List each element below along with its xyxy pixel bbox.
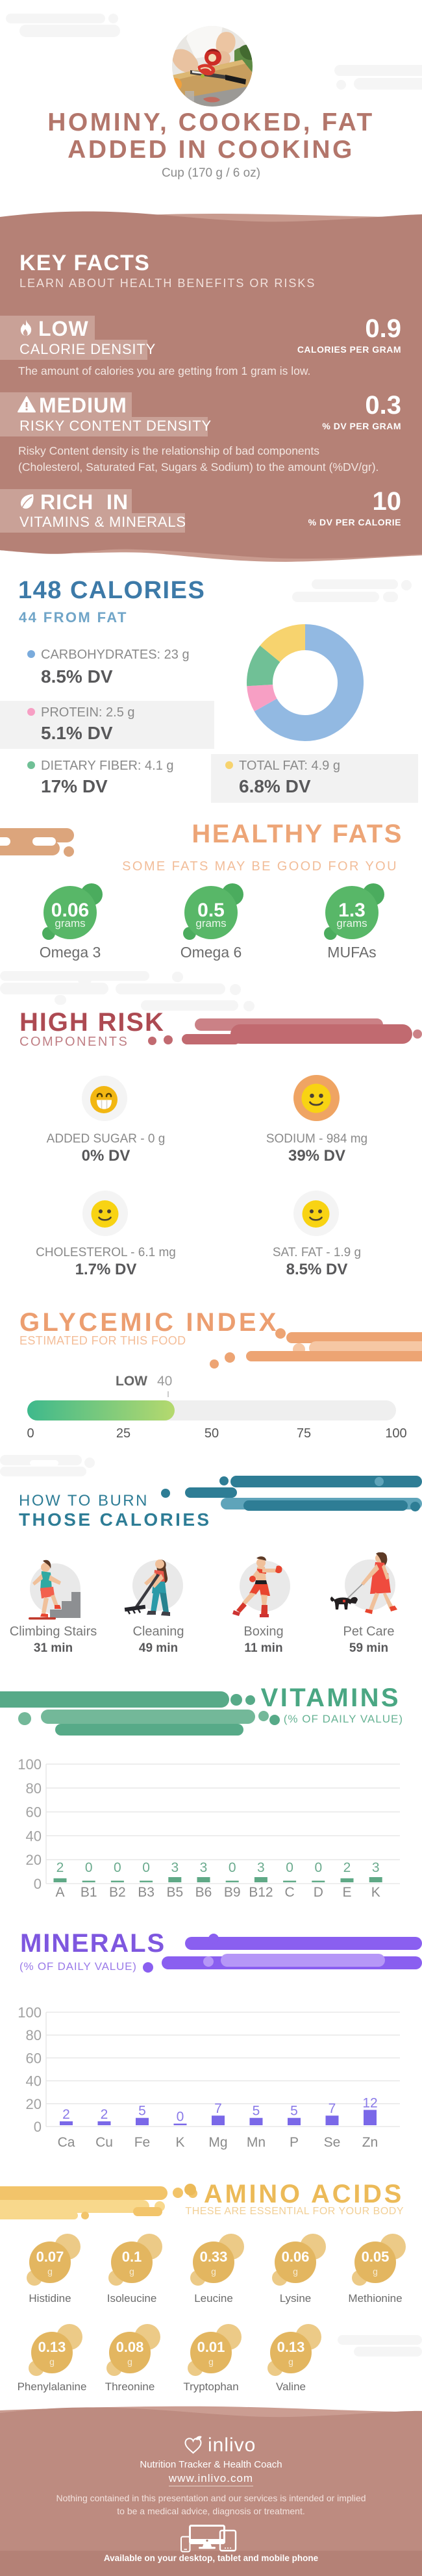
- svg-text:g: g: [127, 2356, 132, 2367]
- svg-text:B1: B1: [81, 1885, 97, 1900]
- svg-text:5: 5: [138, 2104, 146, 2119]
- svg-text:E: E: [342, 1885, 351, 1900]
- svg-text:Fe: Fe: [134, 2135, 151, 2150]
- svg-text:Mg: Mg: [208, 2135, 227, 2150]
- svg-text:0.1: 0.1: [122, 2249, 142, 2265]
- svg-text:0: 0: [286, 1860, 293, 1875]
- svg-text:0.13: 0.13: [38, 2339, 66, 2355]
- svg-text:3: 3: [171, 1860, 179, 1875]
- svg-text:Tryptophan: Tryptophan: [183, 2380, 238, 2393]
- svg-text:D: D: [314, 1885, 323, 1900]
- svg-text:Mn: Mn: [247, 2135, 266, 2150]
- svg-text:80: 80: [26, 2027, 42, 2043]
- svg-text:7: 7: [214, 2101, 222, 2116]
- svg-text:C: C: [285, 1885, 295, 1900]
- svg-text:0.05: 0.05: [362, 2249, 390, 2265]
- svg-text:3: 3: [372, 1860, 380, 1875]
- svg-text:g: g: [49, 2356, 55, 2367]
- svg-text:100: 100: [18, 2004, 42, 2021]
- svg-text:Threonine: Threonine: [105, 2380, 155, 2393]
- svg-text:B2: B2: [109, 1885, 126, 1900]
- svg-text:0.07: 0.07: [36, 2249, 64, 2265]
- svg-text:40: 40: [26, 1828, 42, 1844]
- svg-text:0: 0: [114, 1860, 121, 1875]
- svg-text:Ca: Ca: [58, 2135, 75, 2150]
- svg-text:B5: B5: [166, 1885, 183, 1900]
- svg-text:3: 3: [257, 1860, 265, 1875]
- svg-text:Cu: Cu: [95, 2135, 113, 2150]
- svg-text:Lysine: Lysine: [280, 2292, 312, 2305]
- svg-text:0: 0: [314, 1860, 322, 1875]
- svg-text:7: 7: [329, 2101, 336, 2116]
- svg-text:0.01: 0.01: [197, 2339, 225, 2355]
- svg-text:100: 100: [18, 1756, 42, 1773]
- svg-text:60: 60: [26, 1804, 42, 1821]
- svg-text:K: K: [175, 2135, 184, 2150]
- svg-text:0.13: 0.13: [277, 2339, 305, 2355]
- svg-text:0: 0: [34, 1876, 42, 1892]
- svg-text:2: 2: [101, 2107, 108, 2122]
- svg-text:80: 80: [26, 1780, 42, 1797]
- svg-text:Zn: Zn: [362, 2135, 379, 2150]
- svg-text:0: 0: [34, 2119, 42, 2135]
- svg-text:2: 2: [343, 1860, 351, 1875]
- svg-text:g: g: [129, 2266, 134, 2277]
- svg-text:Histidine: Histidine: [29, 2292, 71, 2305]
- svg-text:Se: Se: [324, 2135, 341, 2150]
- svg-text:20: 20: [26, 1852, 42, 1868]
- svg-text:0: 0: [177, 2110, 184, 2125]
- svg-text:12: 12: [362, 2095, 377, 2110]
- svg-text:g: g: [208, 2356, 214, 2367]
- svg-text:0: 0: [142, 1860, 150, 1875]
- svg-text:Phenylalanine: Phenylalanine: [18, 2380, 87, 2393]
- svg-text:K: K: [371, 1885, 380, 1900]
- svg-text:5: 5: [290, 2104, 298, 2119]
- svg-text:2: 2: [56, 1860, 64, 1875]
- svg-text:2: 2: [62, 2107, 70, 2122]
- svg-text:B3: B3: [138, 1885, 155, 1900]
- svg-text:Leucine: Leucine: [194, 2292, 233, 2305]
- svg-text:0.08: 0.08: [116, 2339, 144, 2355]
- svg-text:3: 3: [200, 1860, 208, 1875]
- svg-text:5: 5: [253, 2104, 260, 2119]
- svg-text:0.33: 0.33: [200, 2249, 228, 2265]
- svg-text:g: g: [211, 2266, 216, 2277]
- svg-text:A: A: [55, 1885, 64, 1900]
- svg-text:g: g: [47, 2266, 53, 2277]
- svg-text:P: P: [290, 2135, 299, 2150]
- svg-text:B6: B6: [195, 1885, 212, 1900]
- svg-text:B12: B12: [249, 1885, 273, 1900]
- svg-text:g: g: [293, 2266, 298, 2277]
- svg-text:0.06: 0.06: [282, 2249, 310, 2265]
- svg-text:Isoleucine: Isoleucine: [107, 2292, 157, 2305]
- svg-text:Valine: Valine: [276, 2380, 306, 2393]
- svg-text:g: g: [288, 2356, 293, 2367]
- svg-text:g: g: [373, 2266, 378, 2277]
- svg-text:60: 60: [26, 2050, 42, 2066]
- svg-text:0: 0: [85, 1860, 93, 1875]
- svg-text:40: 40: [26, 2073, 42, 2090]
- svg-text:20: 20: [26, 2096, 42, 2112]
- svg-text:Methionine: Methionine: [348, 2292, 402, 2305]
- svg-text:0: 0: [229, 1860, 236, 1875]
- svg-text:B9: B9: [224, 1885, 241, 1900]
